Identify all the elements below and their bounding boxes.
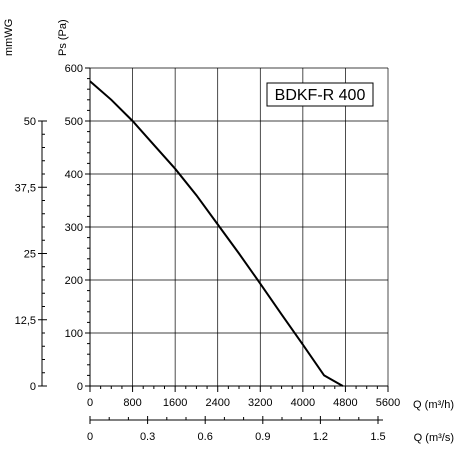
x-tick-label: 0	[87, 397, 93, 409]
x2-tick-label: 0.9	[255, 431, 270, 443]
y-tick-label: 300	[65, 222, 83, 234]
y-tick-label: 600	[65, 63, 83, 75]
chart-title-box: BDKF-R 400	[266, 82, 374, 107]
x-tick-label: 5600	[376, 397, 400, 409]
x-axis-label-m3h: Q (m³/h)	[413, 399, 454, 411]
y2-tick-label: 50	[24, 116, 36, 128]
y2-tick-label: 0	[30, 381, 36, 393]
x-tick-label: 4800	[333, 397, 357, 409]
x2-tick-label: 0	[87, 431, 93, 443]
y2-tick-label: 37,5	[15, 182, 36, 194]
x-tick-label: 800	[123, 397, 141, 409]
x-tick-label: 1600	[163, 397, 187, 409]
series	[89, 80, 344, 387]
x2-tick-label: 1.2	[313, 431, 328, 443]
x-tick-label: 4000	[291, 397, 315, 409]
y-axis-label-mmwg: mmWG	[3, 19, 15, 56]
x2-tick-label: 1.5	[370, 431, 385, 443]
x2-tick-label: 0.3	[140, 431, 155, 443]
y-tick-label: 400	[65, 169, 83, 181]
y-tick-label: 0	[77, 381, 83, 393]
grid-lines	[90, 67, 389, 386]
y-axis-label-pa: Ps (Pa)	[57, 19, 69, 56]
y2-tick-label: 25	[24, 249, 36, 261]
x-tick-label: 3200	[248, 397, 272, 409]
series-line	[89, 80, 344, 387]
x2-tick-label: 0.6	[198, 431, 213, 443]
y-tick-label: 200	[65, 275, 83, 287]
y-tick-label: 500	[65, 116, 83, 128]
x-axis-label-m3s: Q (m³/s)	[414, 432, 454, 444]
y2-tick-label: 12,5	[15, 315, 36, 327]
chart-title: BDKF-R 400	[275, 87, 366, 104]
x-tick-label: 2400	[205, 397, 229, 409]
y-tick-label: 100	[65, 328, 83, 340]
